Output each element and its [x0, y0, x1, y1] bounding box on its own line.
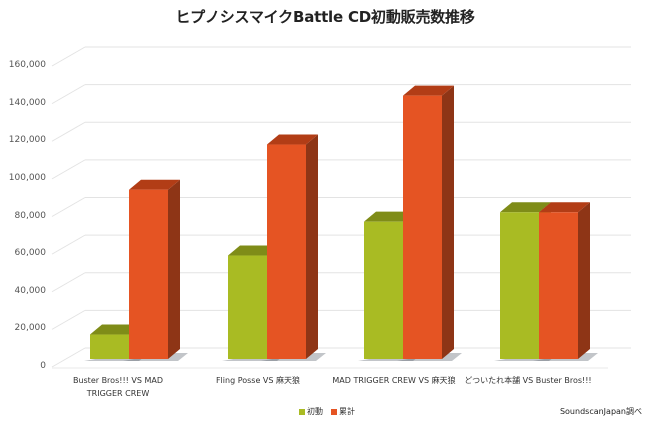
bar: [397, 85, 462, 361]
bars: [84, 85, 598, 361]
gridline: [51, 84, 631, 105]
y-tick-label: 20,000: [14, 323, 47, 334]
legend-swatch-red: [331, 408, 337, 415]
y-tick-label: 60,000: [14, 248, 47, 259]
y-tick-label: 120,000: [8, 135, 46, 146]
x-category-label: どついたれ本舗 VS Buster Bros!!!: [464, 376, 592, 385]
chart-title: ヒプノシスマイクBattle CD初動販売数推移: [175, 8, 475, 26]
x-category-label: MAD TRIGGER CREW VS 麻天狼: [332, 376, 456, 385]
legend-label: 初動: [307, 407, 323, 416]
gridline: [51, 121, 631, 142]
y-tick-label: 80,000: [14, 210, 47, 221]
y-tick-label: 40,000: [14, 285, 47, 296]
gridline: [51, 46, 631, 67]
y-tick-label: 140,000: [8, 97, 46, 108]
legend: 初動 累計: [299, 406, 355, 417]
legend-swatch-green: [299, 408, 305, 415]
x-category-label: Fling Posse VS 麻天狼: [215, 376, 301, 385]
bar: [123, 179, 188, 361]
bar: [533, 202, 598, 361]
gridline: [51, 159, 631, 180]
legend-label: 累計: [339, 407, 355, 416]
bar: [261, 134, 326, 361]
legend-item-ruikei: 累計: [331, 406, 355, 417]
legend-item-shodo: 初動: [299, 406, 323, 417]
x-category-label: Buster Bros!!! VS MAD TRIGGER CREW: [72, 376, 164, 398]
source-note: SoundscanJapan調べ: [559, 407, 642, 416]
y-tick-label: 0: [40, 361, 46, 371]
y-tick-label: 160,000: [8, 60, 46, 70]
y-tick-label: 100,000: [8, 172, 46, 183]
